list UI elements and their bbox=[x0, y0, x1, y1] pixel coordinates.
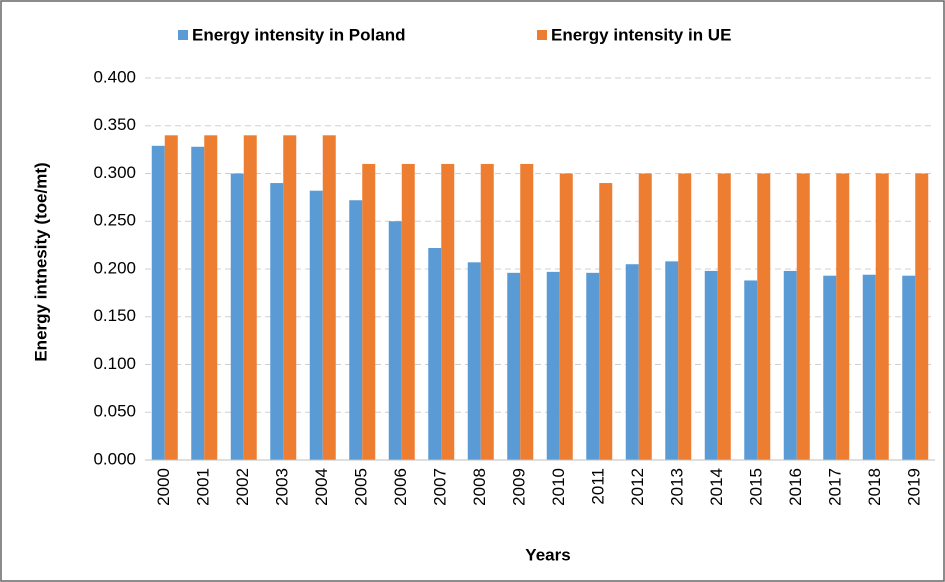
bar bbox=[428, 247, 442, 460]
bar bbox=[678, 173, 692, 460]
bar bbox=[362, 163, 376, 460]
x-tick-label: 2003 bbox=[273, 468, 292, 506]
bar bbox=[507, 272, 521, 460]
bar bbox=[836, 173, 850, 460]
x-tick-label: 2012 bbox=[628, 468, 647, 506]
bar bbox=[309, 190, 323, 460]
bar bbox=[704, 270, 718, 460]
y-tick-label: 0.400 bbox=[93, 67, 136, 86]
y-tick-label: 0.100 bbox=[93, 354, 136, 373]
bar bbox=[625, 264, 639, 460]
bar bbox=[546, 271, 560, 460]
x-tick-label: 2013 bbox=[668, 468, 687, 506]
bar bbox=[322, 135, 336, 461]
y-tick-label: 0.000 bbox=[93, 449, 136, 468]
y-tick-label: 0.350 bbox=[93, 115, 136, 134]
x-tick-label: 2015 bbox=[747, 468, 766, 506]
bar bbox=[151, 145, 165, 460]
x-tick-label: 2011 bbox=[589, 468, 608, 505]
legend-swatch bbox=[178, 30, 188, 40]
bar bbox=[717, 173, 731, 460]
x-tick-label: 2016 bbox=[786, 468, 805, 506]
bar bbox=[283, 135, 297, 461]
legend-swatch bbox=[537, 30, 547, 40]
bar bbox=[915, 173, 929, 460]
bar bbox=[757, 173, 771, 460]
y-axis-label: Energy intnesity (toe/mt) bbox=[31, 162, 50, 361]
legend-label: Energy intensity in Poland bbox=[192, 25, 405, 44]
x-tick-label: 2019 bbox=[905, 468, 924, 506]
y-tick-label: 0.150 bbox=[93, 306, 136, 325]
bar bbox=[783, 270, 797, 460]
x-tick-label: 2002 bbox=[233, 468, 252, 506]
y-tick-label: 0.300 bbox=[93, 163, 136, 182]
bar bbox=[270, 183, 284, 461]
bar bbox=[467, 262, 481, 460]
bar bbox=[599, 183, 613, 461]
x-tick-label: 2000 bbox=[154, 468, 173, 506]
bar bbox=[638, 173, 652, 460]
bar bbox=[902, 275, 916, 460]
bar bbox=[204, 135, 218, 461]
bar bbox=[243, 135, 257, 461]
bar bbox=[796, 173, 810, 460]
bar bbox=[520, 163, 534, 460]
x-tick-label: 2010 bbox=[549, 468, 568, 506]
x-tick-label: 2005 bbox=[352, 468, 371, 506]
bar bbox=[441, 163, 455, 460]
bar bbox=[559, 173, 573, 460]
bar bbox=[480, 163, 494, 460]
bar bbox=[191, 146, 205, 460]
bar bbox=[230, 173, 244, 460]
x-tick-label: 2008 bbox=[470, 468, 489, 506]
y-tick-label: 0.250 bbox=[93, 211, 136, 230]
bar bbox=[349, 200, 363, 461]
x-axis-label: Years bbox=[525, 545, 570, 564]
bar bbox=[665, 261, 679, 460]
x-tick-label: 2017 bbox=[826, 468, 845, 506]
bar bbox=[586, 272, 600, 460]
y-tick-label: 0.200 bbox=[93, 258, 136, 277]
bar bbox=[823, 275, 837, 460]
bar bbox=[875, 173, 889, 460]
x-tick-label: 2018 bbox=[865, 468, 884, 506]
bar bbox=[862, 274, 876, 460]
legend-label: Energy intensity in UE bbox=[551, 25, 731, 44]
x-tick-label: 2001 bbox=[194, 468, 213, 506]
bar bbox=[388, 221, 402, 460]
x-tick-label: 2007 bbox=[431, 468, 450, 506]
x-tick-label: 2014 bbox=[707, 468, 726, 506]
x-tick-label: 2006 bbox=[391, 468, 410, 506]
bar bbox=[164, 135, 178, 461]
y-tick-label: 0.050 bbox=[93, 402, 136, 421]
bar bbox=[744, 280, 758, 460]
x-tick-label: 2004 bbox=[312, 468, 331, 506]
bar bbox=[401, 163, 415, 460]
x-tick-label: 2009 bbox=[510, 468, 529, 506]
